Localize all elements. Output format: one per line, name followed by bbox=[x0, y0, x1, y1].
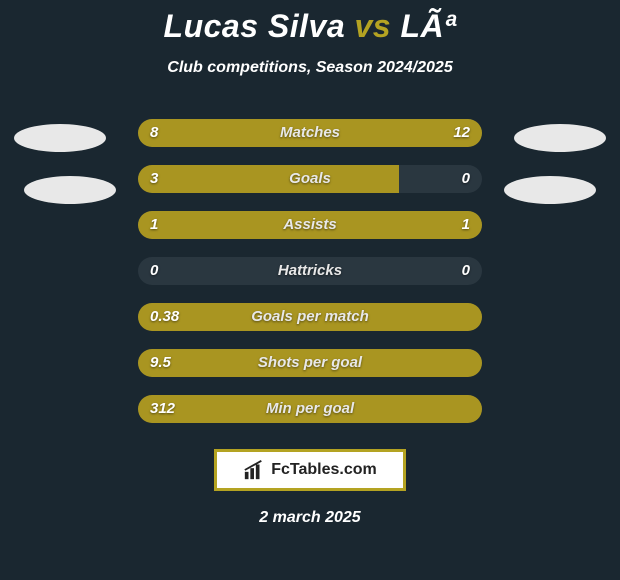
stat-row: Shots per goal9.5 bbox=[138, 349, 482, 377]
stat-label: Matches bbox=[138, 119, 482, 147]
player1-name: Lucas Silva bbox=[164, 8, 346, 44]
vs-label: vs bbox=[355, 8, 392, 44]
stat-value-left: 8 bbox=[150, 119, 158, 147]
stat-label: Assists bbox=[138, 211, 482, 239]
stat-label: Goals per match bbox=[138, 303, 482, 331]
stat-value-left: 1 bbox=[150, 211, 158, 239]
date-label: 2 march 2025 bbox=[0, 509, 620, 527]
stat-value-right: 0 bbox=[462, 257, 470, 285]
stat-label: Goals bbox=[138, 165, 482, 193]
stat-row: Goals per match0.38 bbox=[138, 303, 482, 331]
stat-value-left: 9.5 bbox=[150, 349, 171, 377]
bars-icon bbox=[243, 459, 265, 481]
stat-value-right: 12 bbox=[453, 119, 470, 147]
page-title: Lucas Silva vs LÃª bbox=[0, 8, 620, 45]
stat-value-left: 0.38 bbox=[150, 303, 179, 331]
stat-label: Shots per goal bbox=[138, 349, 482, 377]
stat-value-left: 3 bbox=[150, 165, 158, 193]
stat-row: Goals3 0 bbox=[138, 165, 482, 193]
stat-value-left: 312 bbox=[150, 395, 175, 423]
stat-row: Matches8 12 bbox=[138, 119, 482, 147]
stat-row: Min per goal312 bbox=[138, 395, 482, 423]
stat-label: Hattricks bbox=[138, 257, 482, 285]
player2-name: LÃª bbox=[400, 8, 456, 44]
stat-value-right: 1 bbox=[462, 211, 470, 239]
stat-row: Assists1 1 bbox=[138, 211, 482, 239]
stat-value-right: 0 bbox=[462, 165, 470, 193]
branding-badge[interactable]: FcTables.com bbox=[214, 449, 406, 491]
stats-rows: Matches812Goals30Assists11Hattricks00Goa… bbox=[0, 119, 620, 423]
brand-text: FcTables.com bbox=[271, 461, 377, 479]
subtitle: Club competitions, Season 2024/2025 bbox=[0, 59, 620, 77]
stat-row: Hattricks0 0 bbox=[138, 257, 482, 285]
stat-label: Min per goal bbox=[138, 395, 482, 423]
comparison-card: Lucas Silva vs LÃª Club competitions, Se… bbox=[0, 0, 620, 580]
stat-value-left: 0 bbox=[150, 257, 158, 285]
